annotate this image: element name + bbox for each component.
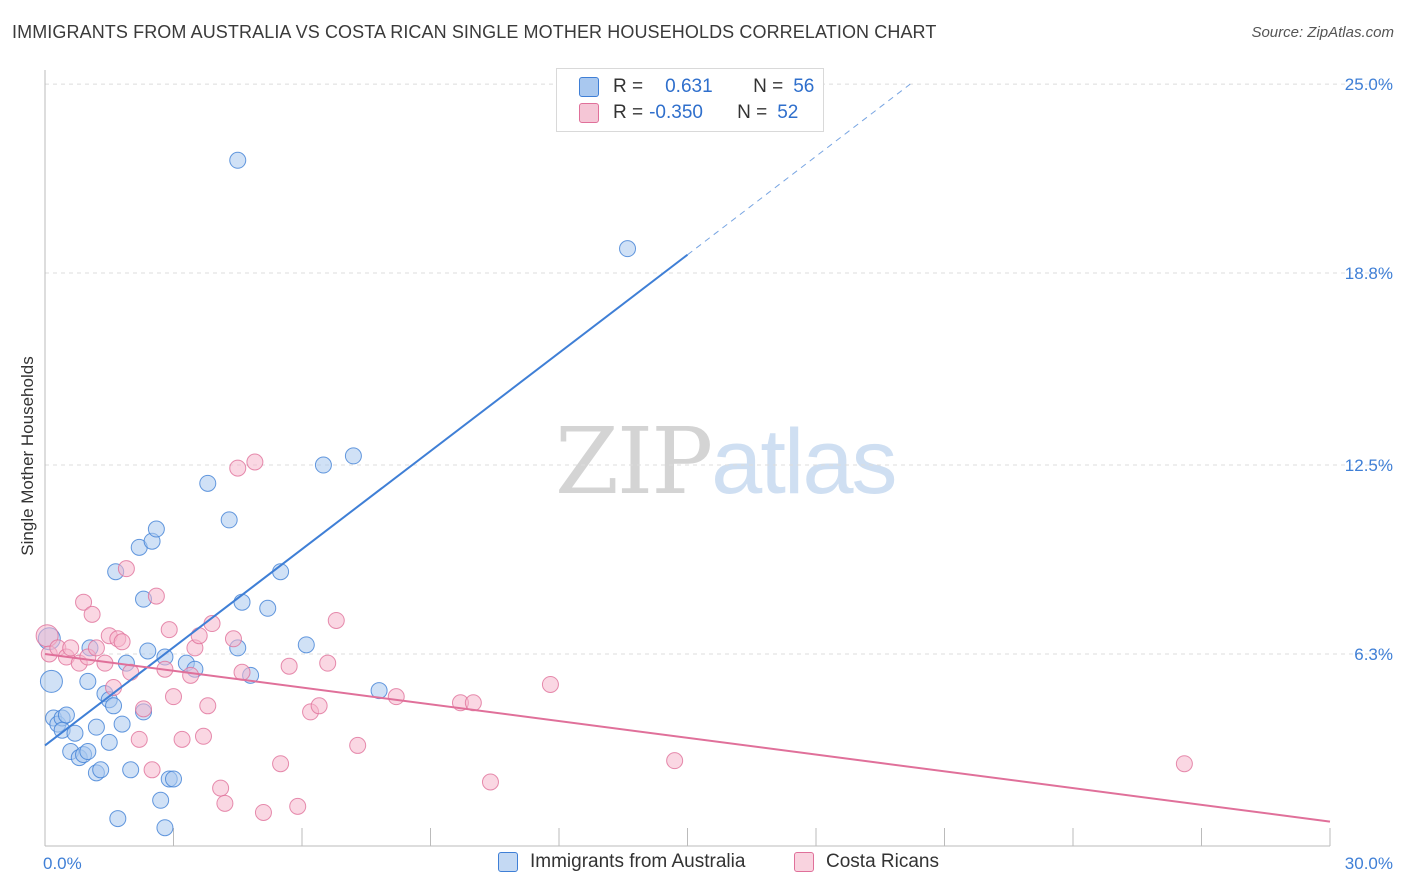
australia-point <box>297 636 315 654</box>
australia-point <box>122 761 140 779</box>
bottom-legend-swatch-pink <box>794 852 814 872</box>
costa-rican-point <box>135 700 153 718</box>
costa-rican-trend-line <box>44 653 1331 823</box>
australia-point <box>57 706 75 724</box>
costa-rican-point <box>143 761 161 779</box>
costa-rican-point <box>216 794 234 812</box>
australia-trend-line <box>44 253 689 747</box>
australia-point <box>233 593 251 611</box>
australia-point <box>139 642 157 660</box>
costa-rican-point <box>254 803 272 821</box>
costa-rican-point <box>173 730 191 748</box>
costa-rican-point <box>194 727 212 745</box>
costa-rican-point <box>349 736 367 754</box>
australia-point <box>152 791 170 809</box>
australia-point <box>39 669 63 693</box>
australia-point <box>165 770 182 788</box>
y-tick-label: 18.8% <box>1345 264 1393 283</box>
bottom-legend-australia: Immigrants from Australia <box>498 851 745 873</box>
australia-point <box>100 733 118 751</box>
costa-rican-point <box>130 730 148 748</box>
costa-rican-point <box>62 639 80 657</box>
australia-point <box>66 724 84 742</box>
costa-rican-point <box>229 459 247 477</box>
costa-rican-point <box>117 560 135 578</box>
costa-rican-point <box>147 587 165 605</box>
costa-rican-point <box>199 697 217 715</box>
y-tick-label: 25.0% <box>1345 75 1393 94</box>
australia-point <box>79 672 97 690</box>
bottom-legend-label-australia: Immigrants from Australia <box>530 851 746 872</box>
legend-row-costa-rican: R = -0.350 N = 52 <box>579 101 798 125</box>
legend-r-value: 0.631 <box>665 76 713 97</box>
legend-n-value: 56 <box>793 76 815 97</box>
australia-point <box>79 743 97 761</box>
australia-point <box>113 715 131 733</box>
chart-title: IMMIGRANTS FROM AUSTRALIA VS COSTA RICAN… <box>12 22 937 42</box>
australia-point <box>87 718 105 736</box>
bottom-legend-label-costa-rican: Costa Ricans <box>826 851 939 872</box>
australia-point <box>344 447 362 465</box>
costa-rican-point <box>190 627 208 645</box>
costa-rican-point <box>246 453 264 471</box>
australia-point <box>229 151 247 169</box>
y-tick-label: 6.3% <box>1354 645 1393 664</box>
australia-point <box>259 599 277 617</box>
costa-rican-point <box>182 666 200 684</box>
australia-point <box>220 511 238 529</box>
legend-swatch-blue <box>579 77 599 97</box>
costa-rican-point <box>387 688 405 706</box>
australia-point <box>314 456 332 474</box>
costa-rican-point <box>327 611 345 629</box>
australia-point <box>109 810 127 828</box>
legend-row-australia: R = 0.631 N = 56 <box>579 75 814 99</box>
costa-rican-point <box>113 633 131 651</box>
x-tick-label: 30.0% <box>1345 854 1393 873</box>
australia-point <box>199 474 217 492</box>
costa-rican-point <box>272 755 290 773</box>
costa-rican-point <box>666 752 684 770</box>
costa-rican-point <box>319 654 337 672</box>
costa-rican-point <box>165 688 182 706</box>
australia-point <box>619 240 637 258</box>
legend-swatch-pink <box>579 103 599 123</box>
costa-rican-point <box>83 605 101 623</box>
costa-rican-point <box>310 697 328 715</box>
australia-point <box>156 819 174 837</box>
bottom-legend-costa-rican: Costa Ricans <box>794 851 939 873</box>
costa-rican-point <box>1175 755 1193 773</box>
bottom-legend-swatch-blue <box>498 852 518 872</box>
legend-n-label: N = <box>753 76 784 97</box>
legend-r-value: -0.350 <box>649 102 703 123</box>
australia-point <box>147 520 165 538</box>
legend-n-label: N = <box>737 102 768 123</box>
watermark-atlas: atlas <box>711 411 897 513</box>
costa-rican-point <box>160 621 178 639</box>
costa-rican-point <box>289 797 307 815</box>
legend-r-label: R = <box>613 76 644 97</box>
correlation-legend: R = 0.631 N = 56 R = -0.350 N = 52 <box>556 68 824 132</box>
source-credit: Source: ZipAtlas.com <box>1251 24 1394 41</box>
legend-n-value: 52 <box>777 102 799 123</box>
costa-rican-point <box>481 773 499 791</box>
costa-rican-point <box>212 779 230 797</box>
costa-rican-point <box>280 657 298 675</box>
costa-rican-point <box>224 630 242 648</box>
watermark: ZIPatlas <box>555 408 898 515</box>
costa-rican-point <box>75 593 93 611</box>
costa-rican-point <box>233 663 251 681</box>
legend-r-label: R = <box>613 102 644 123</box>
y-tick-label: 12.5% <box>1345 456 1393 475</box>
x-tick-label: 0.0% <box>43 854 82 873</box>
watermark-zip: ZIP <box>555 408 713 515</box>
costa-rican-point <box>541 675 559 693</box>
costa-rican-point <box>87 639 105 657</box>
australia-trend-extension <box>687 83 911 256</box>
australia-point <box>105 697 123 715</box>
australia-point <box>92 761 110 779</box>
